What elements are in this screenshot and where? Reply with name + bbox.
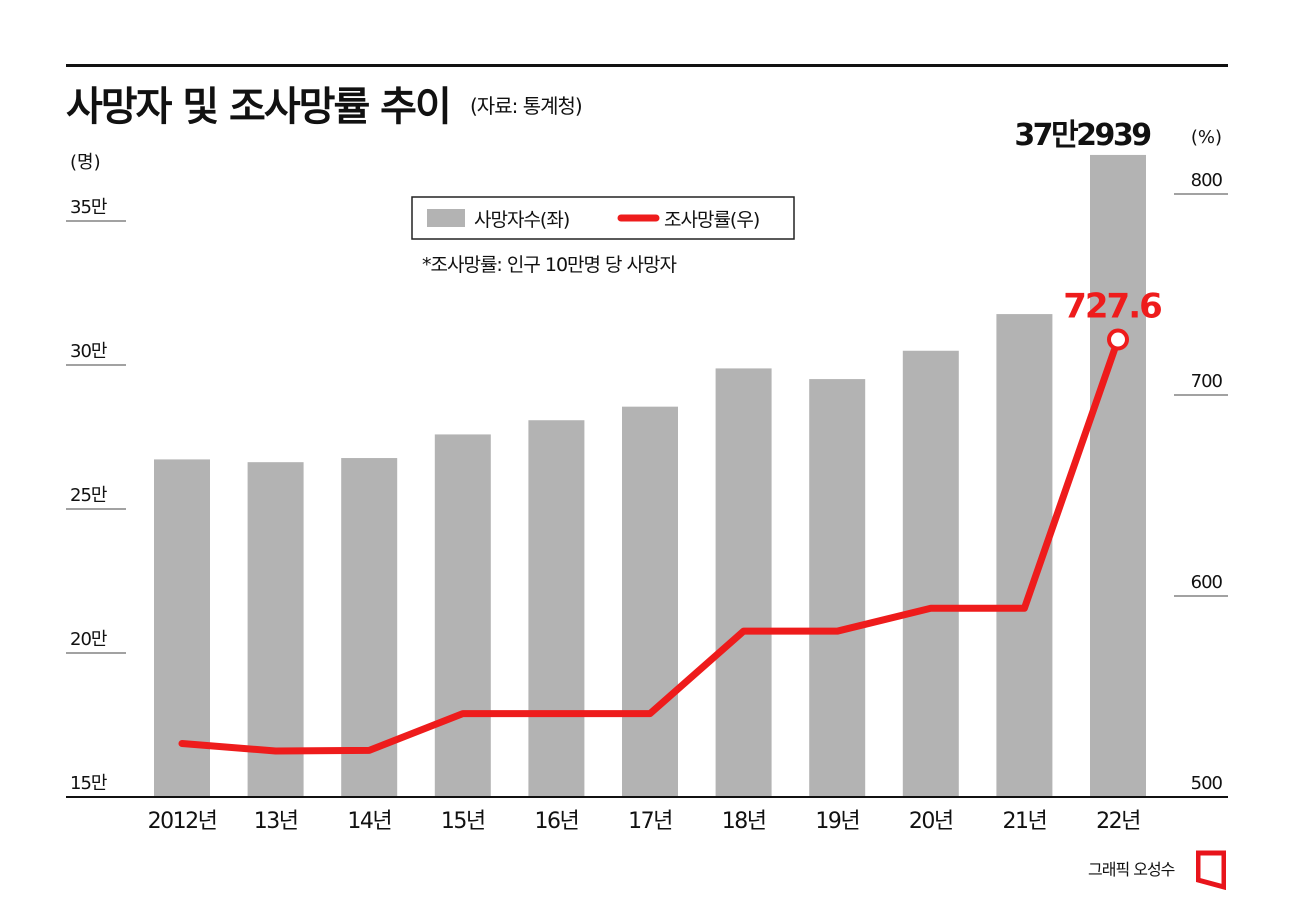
bar-13년 [247, 462, 304, 797]
legend-label-bar: 사망자수(좌) [474, 209, 569, 231]
left-tick-label: 25만 [70, 485, 107, 506]
x-tick-label: 15년 [441, 809, 485, 834]
left-tick-label: 20만 [70, 629, 107, 650]
chart-source: (자료: 통계청) [470, 94, 583, 118]
bar-15년 [434, 434, 491, 797]
rate-peak-marker [1107, 328, 1129, 351]
rate-line [178, 336, 1122, 755]
legend-box [411, 196, 795, 240]
top-rule [66, 64, 1228, 67]
left-tick-label: 35만 [70, 197, 107, 218]
x-tick-label: 20년 [909, 809, 953, 834]
x-tick-label: 16년 [535, 809, 579, 834]
chart-note: *조사망률: 인구 10만명 당 사망자 [422, 254, 677, 276]
publisher-logo [1196, 850, 1226, 890]
right-tick-label: 500 [1191, 773, 1223, 794]
right-axis-unit: (%) [1191, 127, 1222, 148]
right-tick-label: 600 [1191, 572, 1223, 593]
x-tick-label: 13년 [254, 809, 298, 834]
left-axis-unit: (명) [70, 152, 101, 173]
bar-16년 [528, 420, 585, 797]
right-tick-label: 700 [1191, 371, 1223, 392]
legend-swatch-bar [427, 209, 465, 227]
x-tick-label: 18년 [722, 809, 766, 834]
bar-22년 [1090, 154, 1146, 798]
rate-peak-label: 727.6 [1063, 287, 1161, 327]
right-tick-label: 800 [1191, 170, 1223, 191]
left-tick-label: 30만 [70, 341, 107, 362]
x-tick-label: 2012년 [148, 809, 217, 834]
bar-19년 [809, 379, 866, 797]
chart-title: 사망자 및 조사망률 추이 [66, 84, 452, 130]
bar-peak-label: 37만2939 [1014, 118, 1150, 153]
x-tick-label: 21년 [1003, 809, 1047, 834]
x-tick-label: 14년 [347, 809, 391, 834]
graphic-credit: 그래픽 오성수 [1088, 860, 1175, 879]
bar-20년 [902, 350, 959, 797]
x-tick-label: 17년 [628, 809, 672, 834]
bar-18년 [715, 368, 772, 797]
x-tick-label: 22년 [1096, 809, 1140, 834]
legend-label-line: 조사망률(우) [664, 209, 759, 231]
left-tick-label: 15만 [70, 773, 107, 794]
bar-17년 [622, 406, 678, 797]
x-tick-label: 19년 [815, 809, 859, 834]
